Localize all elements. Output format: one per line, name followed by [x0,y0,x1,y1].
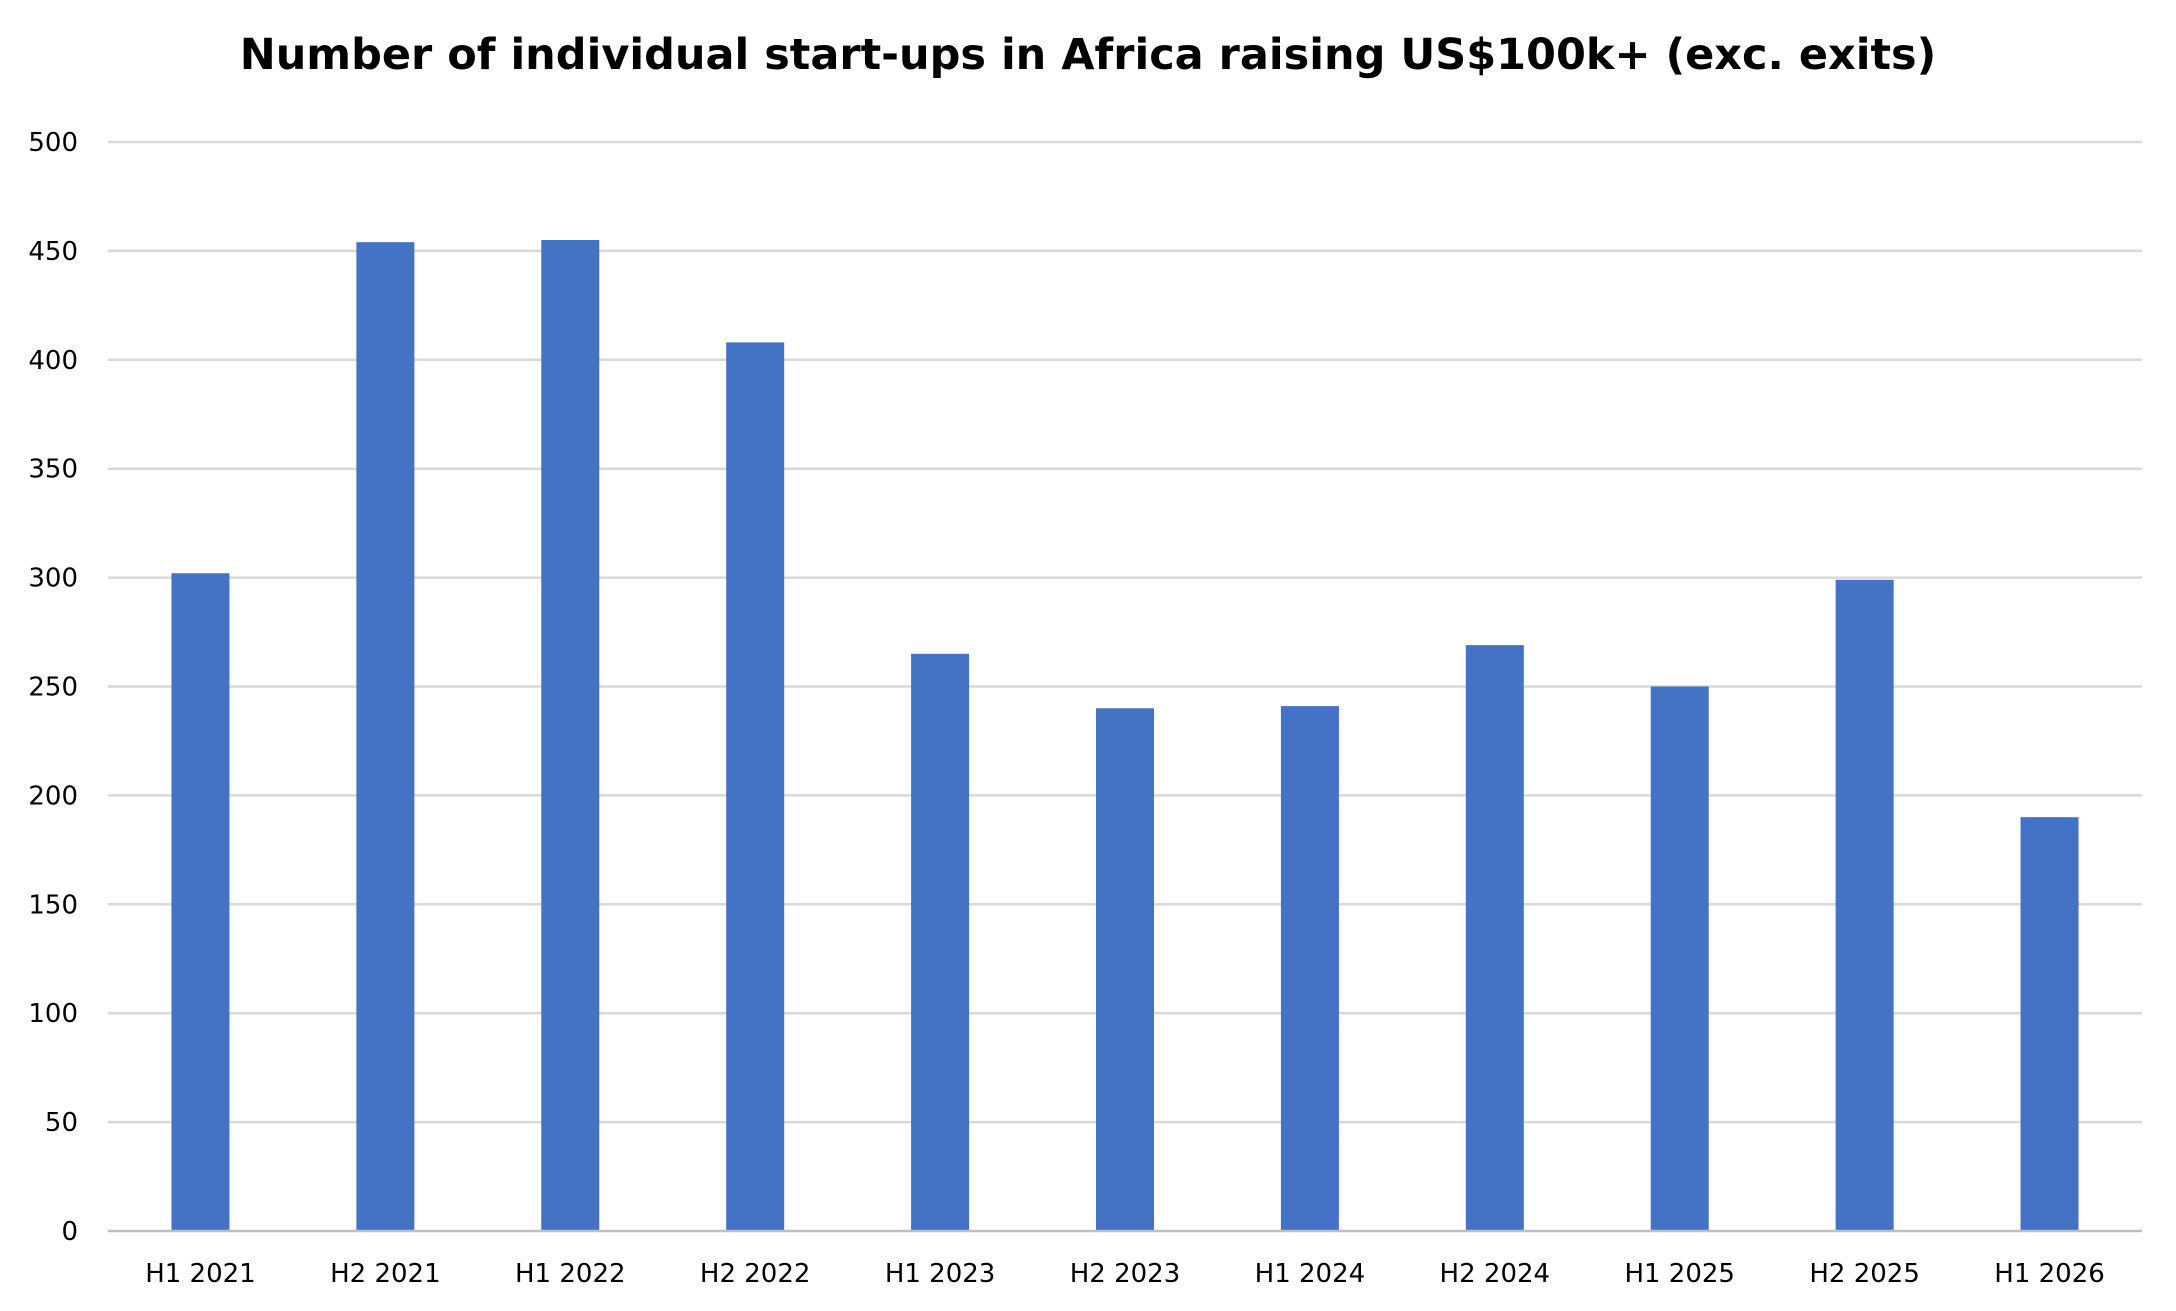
bar [1096,708,1154,1231]
x-tick-label: H1 2023 [885,1259,996,1289]
bar [911,653,970,1231]
y-tick-label: 0 [61,1217,78,1247]
bar [1650,686,1709,1231]
x-tick-label: H2 2023 [1070,1259,1181,1289]
bar [356,242,415,1232]
x-tick-label: H2 2022 [700,1259,811,1289]
y-tick-label: 450 [28,237,78,267]
x-tick-label: H1 2024 [1255,1259,1366,1289]
bar [171,573,230,1231]
y-tick-label: 200 [28,781,78,811]
y-tick-label: 150 [28,890,78,920]
x-tick-label: H2 2025 [1809,1259,1920,1289]
bar [1280,706,1339,1231]
bar [1465,645,1524,1231]
bar [1835,579,1894,1231]
y-axis-tick-labels: 0 50 100 150 200 250 300 350 400 450 500 [28,128,78,1247]
y-tick-label: 50 [45,1108,78,1138]
y-tick-label: 350 [28,455,78,485]
x-tick-label: H1 2022 [515,1259,626,1289]
y-tick-label: 250 [28,673,78,703]
y-tick-label: 300 [28,564,78,594]
x-axis-tick-labels: H1 2021 H2 2021 H1 2022 H2 2022 H1 2023 H2 20… [145,1259,2105,1289]
y-tick-label: 400 [28,346,78,376]
x-tick-label: H2 2024 [1440,1259,1551,1289]
bar [541,240,600,1231]
x-tick-label: H2 2021 [330,1259,441,1289]
chart-title: Number of individual start-ups in Africa… [239,30,1937,80]
x-tick-label: H1 2026 [1994,1259,2105,1289]
bars [171,240,2079,1232]
y-tick-label: 500 [28,128,78,158]
x-tick-label: H1 2025 [1624,1259,1735,1289]
y-tick-label: 100 [28,999,78,1029]
x-tick-label: H1 2021 [145,1259,256,1289]
bar [726,342,785,1232]
bar [2020,817,2079,1231]
